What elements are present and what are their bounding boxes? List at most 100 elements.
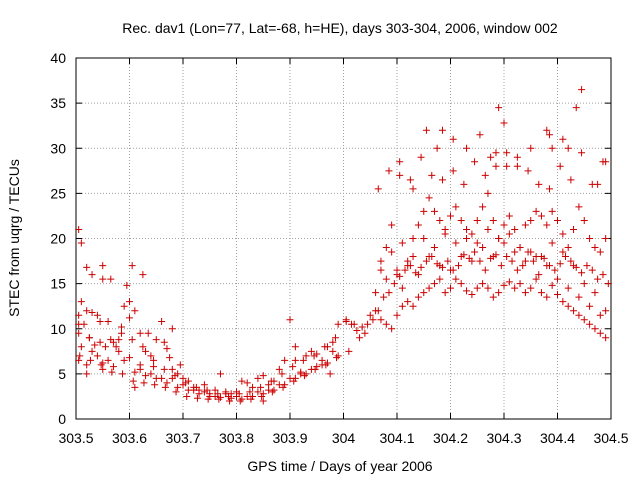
data-point bbox=[422, 126, 430, 134]
data-point bbox=[281, 356, 289, 364]
data-point bbox=[128, 262, 136, 270]
data-point bbox=[184, 386, 192, 394]
data-point bbox=[529, 257, 537, 265]
data-point bbox=[77, 239, 85, 247]
x-tick-label: 304.1 bbox=[379, 430, 414, 446]
data-point bbox=[75, 329, 83, 337]
data-point bbox=[259, 372, 267, 380]
data-point bbox=[278, 370, 286, 378]
data-point bbox=[307, 347, 315, 355]
data-point bbox=[377, 266, 385, 274]
data-point bbox=[152, 374, 160, 382]
data-point bbox=[460, 180, 468, 188]
data-point bbox=[580, 280, 588, 288]
data-point bbox=[310, 352, 318, 360]
data-point bbox=[388, 221, 396, 229]
data-point bbox=[160, 338, 168, 346]
data-point bbox=[377, 316, 385, 324]
data-point bbox=[433, 144, 441, 152]
data-point bbox=[516, 244, 524, 252]
data-point bbox=[147, 370, 155, 378]
data-point bbox=[150, 356, 158, 364]
data-point bbox=[289, 363, 297, 371]
data-point bbox=[204, 395, 212, 403]
y-tick-label: 0 bbox=[58, 411, 66, 427]
data-point bbox=[83, 263, 91, 271]
data-point bbox=[495, 235, 503, 242]
data-point bbox=[268, 388, 276, 396]
data-point bbox=[508, 257, 516, 265]
data-point bbox=[129, 377, 137, 385]
data-point bbox=[591, 325, 599, 333]
data-point bbox=[521, 289, 529, 297]
data-point bbox=[126, 354, 133, 362]
data-point bbox=[414, 293, 422, 301]
data-point bbox=[168, 365, 176, 373]
data-point bbox=[602, 334, 610, 342]
data-point bbox=[126, 314, 133, 322]
data-point bbox=[495, 289, 503, 297]
data-point bbox=[575, 203, 583, 211]
data-point bbox=[115, 347, 123, 355]
data-point bbox=[532, 253, 540, 261]
data-point bbox=[147, 352, 155, 360]
data-point bbox=[163, 379, 171, 387]
data-point bbox=[99, 275, 107, 283]
data-point bbox=[500, 281, 508, 289]
data-point bbox=[578, 149, 586, 157]
data-point bbox=[385, 289, 393, 297]
data-point bbox=[382, 320, 390, 328]
data-point bbox=[216, 393, 224, 401]
data-point bbox=[580, 316, 588, 324]
data-point bbox=[174, 383, 182, 391]
data-point bbox=[503, 149, 511, 157]
data-point bbox=[564, 244, 572, 252]
data-point bbox=[438, 126, 446, 134]
data-point bbox=[286, 316, 294, 324]
data-point bbox=[247, 395, 255, 403]
data-point bbox=[543, 293, 551, 301]
data-point bbox=[267, 377, 275, 385]
data-point bbox=[457, 253, 465, 261]
data-point bbox=[131, 383, 139, 391]
data-point bbox=[492, 149, 500, 157]
data-point bbox=[441, 230, 449, 238]
data-point bbox=[107, 275, 115, 283]
data-point bbox=[93, 311, 101, 319]
x-tick-label: 304.3 bbox=[486, 430, 521, 446]
data-point bbox=[172, 388, 180, 396]
data-point bbox=[567, 176, 575, 184]
data-point bbox=[99, 359, 107, 367]
data-point bbox=[594, 275, 602, 283]
data-point bbox=[75, 356, 83, 364]
data-point bbox=[420, 289, 428, 297]
data-point bbox=[484, 225, 492, 233]
data-point bbox=[311, 365, 319, 373]
data-point bbox=[570, 225, 578, 233]
data-point bbox=[545, 185, 553, 193]
data-point bbox=[602, 158, 610, 166]
data-point bbox=[604, 280, 612, 288]
data-point bbox=[93, 352, 101, 360]
data-point bbox=[586, 302, 594, 310]
data-point bbox=[243, 379, 251, 387]
data-point bbox=[75, 225, 83, 233]
data-point bbox=[372, 307, 380, 315]
data-point bbox=[333, 354, 341, 362]
data-point bbox=[473, 239, 481, 247]
data-point bbox=[559, 135, 567, 143]
data-point bbox=[452, 203, 460, 211]
data-point bbox=[96, 338, 104, 346]
data-point bbox=[120, 356, 128, 364]
data-point bbox=[543, 221, 551, 229]
data-point bbox=[503, 253, 511, 261]
data-point bbox=[503, 162, 511, 170]
data-point bbox=[254, 374, 262, 382]
x-tick-label: 304.5 bbox=[593, 430, 628, 446]
data-point bbox=[380, 293, 388, 301]
data-point bbox=[572, 104, 580, 112]
data-point bbox=[151, 381, 159, 389]
data-point bbox=[535, 180, 543, 188]
data-point bbox=[88, 309, 96, 317]
